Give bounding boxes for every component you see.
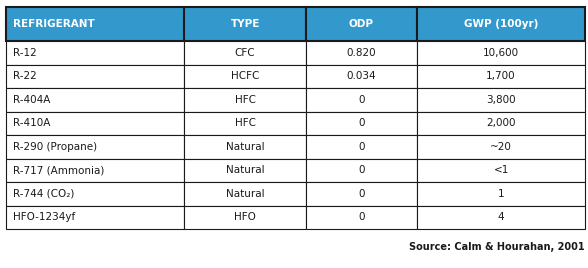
Text: GWP (100yr): GWP (100yr) — [464, 19, 538, 29]
Bar — [184, 112, 306, 135]
Text: 0.034: 0.034 — [347, 71, 376, 81]
Text: 1,700: 1,700 — [486, 71, 516, 81]
Bar — [306, 135, 417, 159]
Bar — [306, 159, 417, 182]
Text: 0: 0 — [358, 118, 365, 128]
Bar — [417, 135, 585, 159]
Bar — [6, 7, 184, 41]
Text: Natural: Natural — [226, 189, 265, 199]
Bar — [184, 182, 306, 206]
Bar — [417, 41, 585, 65]
Bar — [306, 65, 417, 88]
Bar — [184, 206, 306, 229]
Text: R-290 (Propane): R-290 (Propane) — [13, 142, 97, 152]
Bar — [6, 206, 184, 229]
Bar — [417, 182, 585, 206]
Bar — [184, 159, 306, 182]
Text: 2,000: 2,000 — [486, 118, 516, 128]
Bar — [184, 7, 306, 41]
Text: HFO: HFO — [234, 213, 256, 222]
Bar — [306, 112, 417, 135]
Bar — [417, 65, 585, 88]
Bar — [417, 88, 585, 112]
Text: Natural: Natural — [226, 165, 265, 175]
Bar — [417, 7, 585, 41]
Bar — [306, 182, 417, 206]
Text: CFC: CFC — [235, 48, 255, 58]
Bar — [6, 135, 184, 159]
Text: 4: 4 — [498, 213, 505, 222]
Bar — [184, 65, 306, 88]
Bar — [6, 41, 184, 65]
Text: 0: 0 — [358, 189, 365, 199]
Text: TYPE: TYPE — [230, 19, 260, 29]
Bar — [184, 88, 306, 112]
Bar — [306, 206, 417, 229]
Text: 10,600: 10,600 — [483, 48, 519, 58]
Text: ODP: ODP — [349, 19, 374, 29]
Bar — [184, 41, 306, 65]
Text: Natural: Natural — [226, 142, 265, 152]
Text: R-22: R-22 — [13, 71, 36, 81]
Text: 0: 0 — [358, 213, 365, 222]
Text: HFO-1234yf: HFO-1234yf — [13, 213, 75, 222]
Text: R-404A: R-404A — [13, 95, 51, 105]
Text: <1: <1 — [493, 165, 509, 175]
Text: Source: Calm & Hourahan, 2001: Source: Calm & Hourahan, 2001 — [409, 241, 585, 252]
Text: 1: 1 — [498, 189, 505, 199]
Text: R-12: R-12 — [13, 48, 36, 58]
Text: ~20: ~20 — [490, 142, 512, 152]
Bar — [6, 112, 184, 135]
Text: 0: 0 — [358, 142, 365, 152]
Text: 0: 0 — [358, 165, 365, 175]
Bar — [417, 112, 585, 135]
Text: HFC: HFC — [235, 118, 256, 128]
Bar — [6, 182, 184, 206]
Bar — [6, 88, 184, 112]
Bar — [306, 41, 417, 65]
Text: R-717 (Ammonia): R-717 (Ammonia) — [13, 165, 104, 175]
Text: 3,800: 3,800 — [486, 95, 516, 105]
Bar — [306, 7, 417, 41]
Bar — [6, 65, 184, 88]
Text: REFRIGERANT: REFRIGERANT — [13, 19, 95, 29]
Bar — [184, 135, 306, 159]
Text: HCFC: HCFC — [231, 71, 259, 81]
Text: R-744 (CO₂): R-744 (CO₂) — [13, 189, 74, 199]
Bar — [417, 159, 585, 182]
Text: 0.820: 0.820 — [347, 48, 376, 58]
Bar — [306, 88, 417, 112]
Text: R-410A: R-410A — [13, 118, 51, 128]
Text: HFC: HFC — [235, 95, 256, 105]
Text: 0: 0 — [358, 95, 365, 105]
Bar — [417, 206, 585, 229]
Bar — [6, 159, 184, 182]
